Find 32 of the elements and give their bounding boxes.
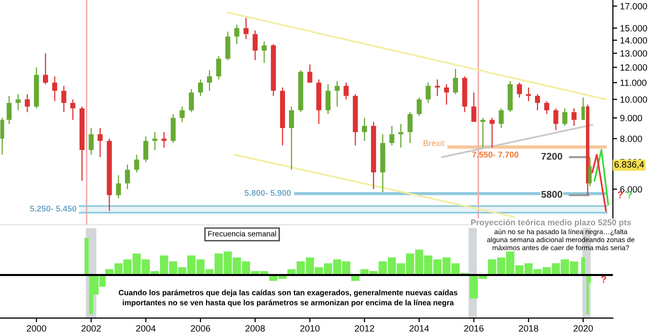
x-tick-label: 2014 <box>410 325 429 332</box>
x-tick-label: 2004 <box>136 325 156 332</box>
text: 6.836,4 <box>614 161 644 169</box>
x-tick-label: 2006 <box>190 325 210 332</box>
text: ? <box>618 191 623 198</box>
y-tick-label: 13.000 <box>620 50 648 57</box>
y-tick-label: 6.000 <box>620 186 642 193</box>
x-tick-label: 2020 <box>574 325 593 332</box>
x-tick-label: 2018 <box>518 325 538 332</box>
y-tick-label: 15.000 <box>620 25 648 32</box>
ref-line-label: 5800 <box>541 190 562 198</box>
text: ? <box>626 191 632 198</box>
y-tick-label: 14.000 <box>620 37 648 44</box>
y-tick-label: 11.000 <box>620 80 646 86</box>
y-tick-label: 17.000 <box>620 3 648 10</box>
band-label: 7.550- 7.700 <box>472 152 518 158</box>
y-tick-label: 8.000 <box>620 136 642 142</box>
y-tick-label: 10.000 <box>620 96 648 103</box>
ref-line-label: 7200 <box>541 152 562 160</box>
y-tick-label: 9.000 <box>620 114 642 122</box>
x-tick-label: 2000 <box>26 325 46 332</box>
annotation: Brexit <box>424 140 444 146</box>
annotation: Proyección teórica medio plazo 5250 pts <box>471 219 631 228</box>
x-tick-label: 2012 <box>354 325 374 332</box>
annotation: ? <box>601 276 606 283</box>
band-label: 5.800- 5.900 <box>244 190 291 196</box>
x-tick-label: 2016 <box>464 325 484 332</box>
y-tick-label: 12.000 <box>620 64 648 71</box>
x-tick-label: 2002 <box>82 325 101 332</box>
x-tick-label: 2010 <box>300 325 320 332</box>
band-label: 5.250- 5.450 <box>30 206 76 212</box>
x-tick-label: 2008 <box>246 325 265 332</box>
